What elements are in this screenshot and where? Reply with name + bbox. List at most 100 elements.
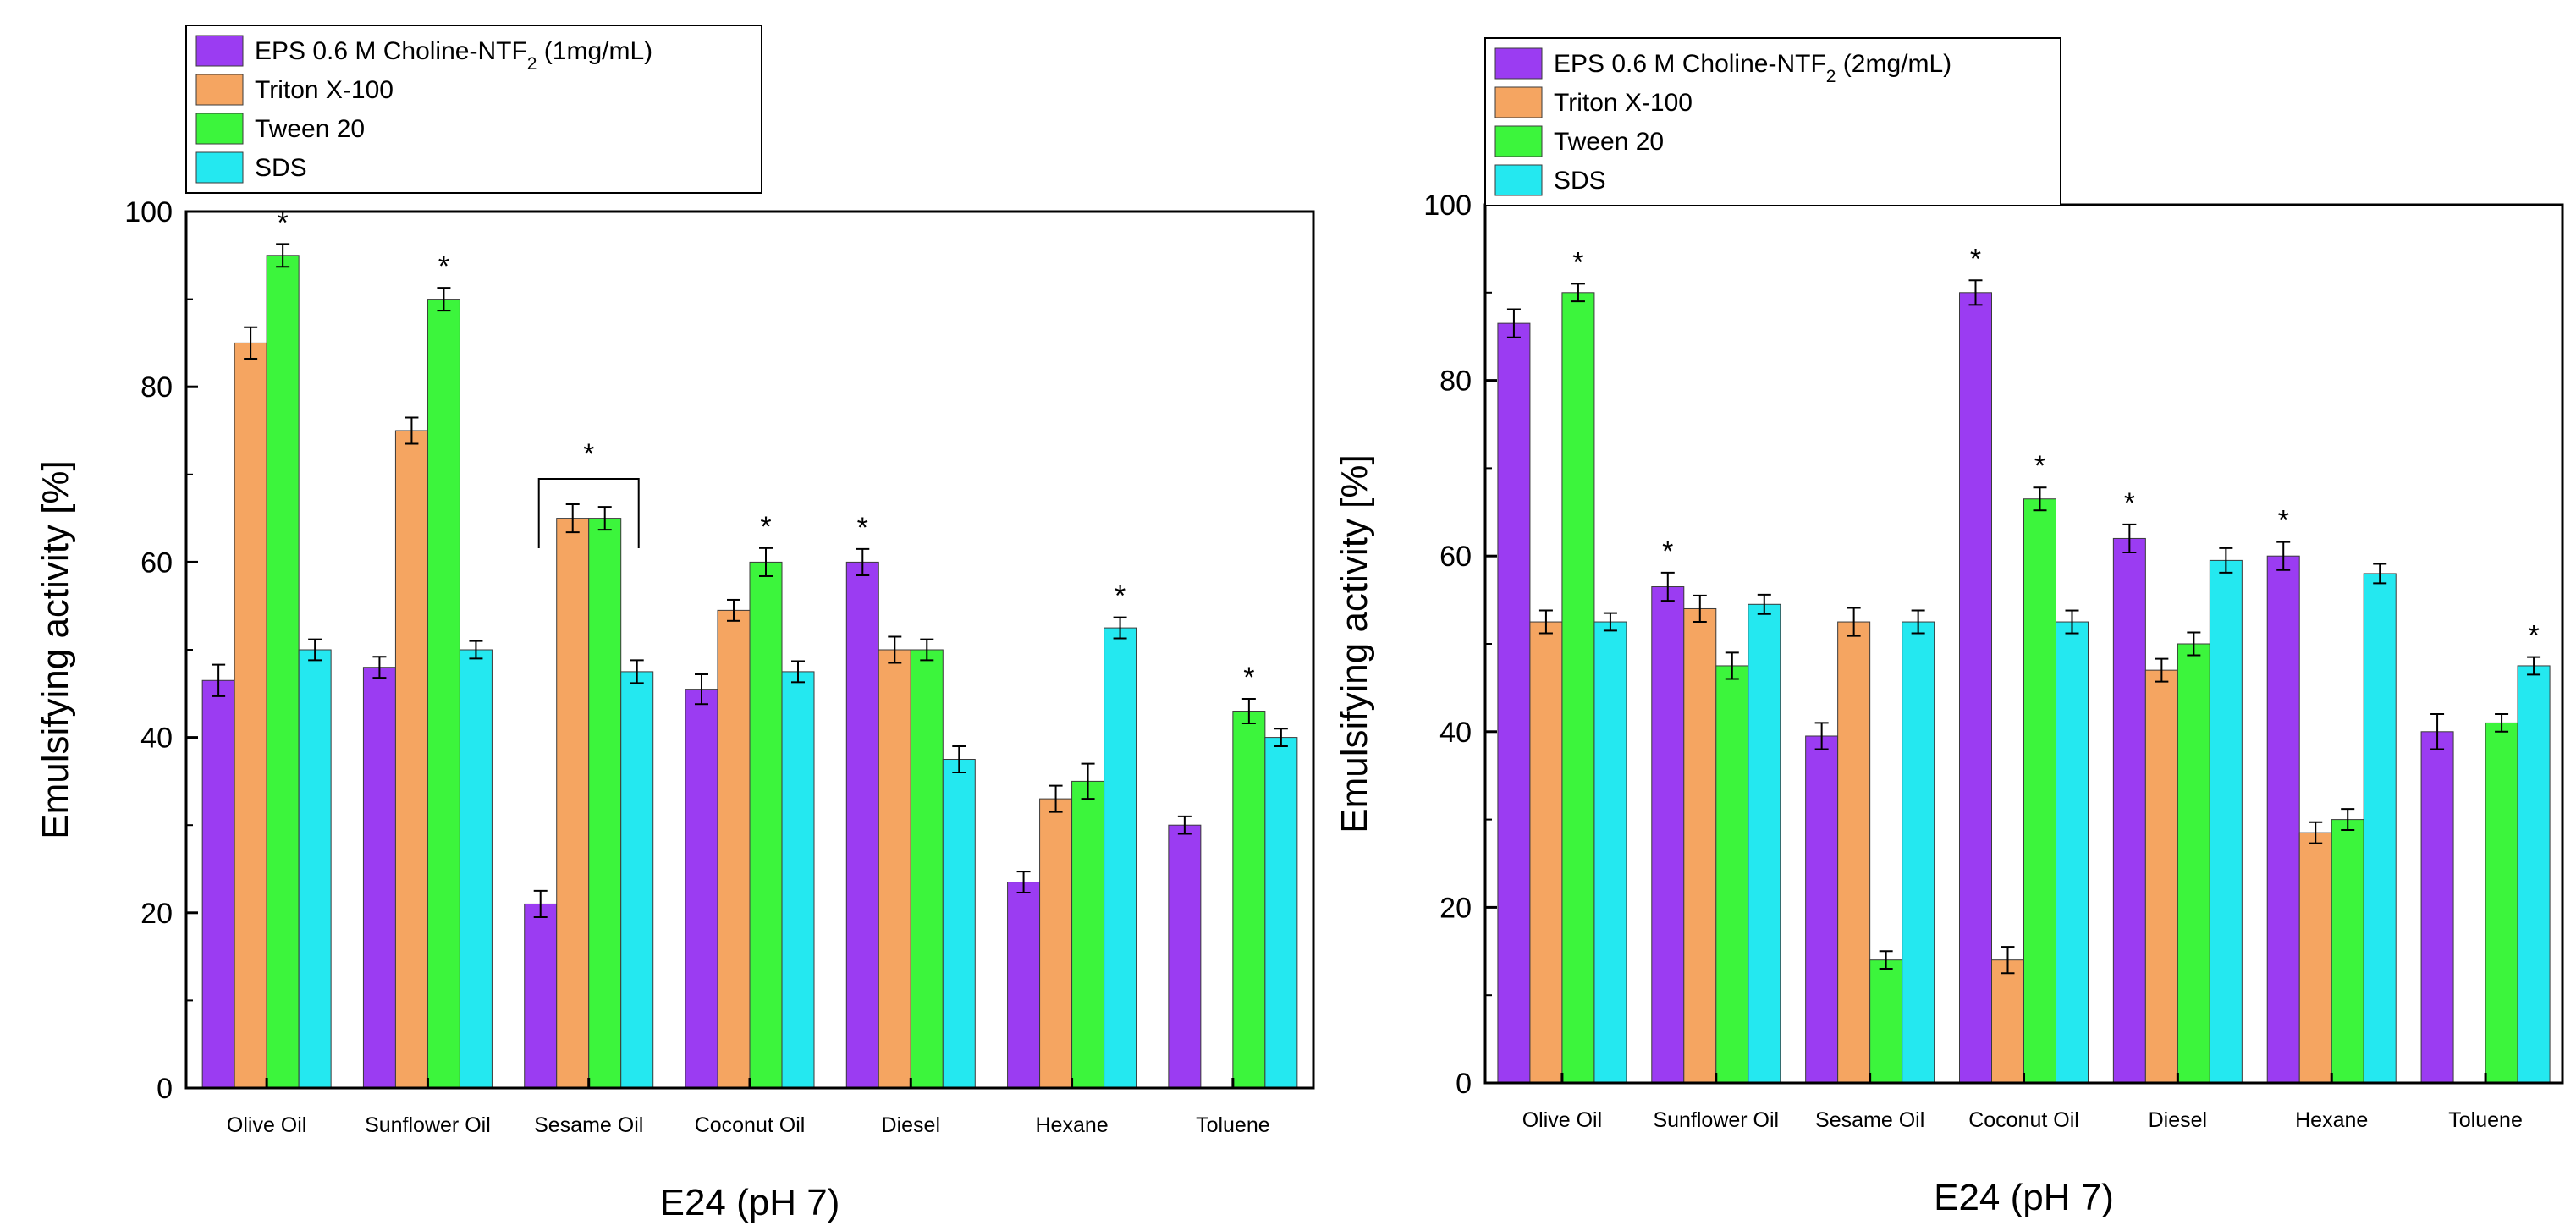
bar-sds-0	[1593, 621, 1627, 1084]
y-tick-label: 60	[1439, 541, 1472, 573]
significance-star: *	[857, 512, 868, 544]
bar-sds-6	[1264, 737, 1298, 1089]
legend-label-sds: SDS	[1554, 167, 1606, 195]
bar-triton-1	[394, 430, 428, 1089]
bar-sds-1	[1748, 603, 1781, 1084]
x-tick-label: Sunflower Oil	[1653, 1108, 1779, 1132]
legend-swatch-triton	[1494, 86, 1543, 118]
x-tick-label: Coconut Oil	[695, 1113, 806, 1137]
bar-tween-0	[266, 255, 300, 1089]
bar-eps-2	[1805, 735, 1839, 1084]
legend-label-eps: EPS 0.6 M Choline-NTF2 (1mg/mL)	[255, 37, 652, 74]
bar-tween-3	[2023, 498, 2056, 1084]
x-tick-label: Sesame Oil	[534, 1113, 643, 1137]
y-tick-label: 100	[124, 196, 173, 228]
legend-label-eps: EPS 0.6 M Choline-NTF2 (2mg/mL)	[1554, 50, 1951, 86]
bar-eps-4	[845, 561, 879, 1089]
bar-triton-2	[1837, 621, 1871, 1084]
y-tick-label: 0	[157, 1073, 173, 1105]
significance-star: *	[2124, 487, 2135, 519]
bar-tween-4	[910, 649, 944, 1089]
significance-bracket	[537, 478, 640, 549]
legend-swatch-tween	[1494, 125, 1543, 157]
legend-label-triton: Triton X-100	[1554, 89, 1693, 117]
bar-eps-6	[1168, 824, 1202, 1089]
x-tick-label: Toluene	[2448, 1108, 2523, 1132]
x-tick-label: Hexane	[1035, 1113, 1108, 1137]
bar-tween-5	[1071, 780, 1105, 1089]
significance-star: *	[2278, 505, 2289, 537]
bar-triton-0	[234, 342, 267, 1089]
x-axis-title: E24 (pH 7)	[1934, 1177, 2114, 1218]
y-tick-label: 40	[140, 723, 173, 755]
bar-sds-1	[459, 649, 493, 1089]
bar-eps-0	[201, 679, 235, 1089]
bar-triton-3	[717, 609, 751, 1089]
bar-sds-3	[2056, 621, 2089, 1084]
y-tick-label: 100	[1423, 190, 1472, 222]
legend-label-triton: Triton X-100	[255, 76, 394, 104]
y-axis-title: Emulsifying activity [%]	[35, 460, 76, 838]
bar-eps-4	[2112, 537, 2146, 1084]
y-tick-label: 80	[140, 371, 173, 404]
x-tick-label: Diesel	[882, 1113, 940, 1137]
x-tick-label: Hexane	[2295, 1108, 2368, 1132]
bar-eps-0	[1497, 322, 1531, 1084]
bar-tween-1	[1715, 665, 1749, 1084]
significance-star: *	[1243, 662, 1254, 694]
legend-label-tween: Tween 20	[1554, 128, 1664, 156]
bar-sds-4	[942, 759, 976, 1089]
chart-left: * * * * * * * 0 20 40 60 80 100 Olive Oil Sunflower Oi…	[35, 25, 1315, 1223]
bar-triton-5	[2298, 832, 2332, 1084]
significance-star: *	[2528, 620, 2539, 652]
bar-tween-6	[2485, 722, 2518, 1084]
x-tick-label: Sunflower Oil	[365, 1113, 491, 1137]
bar-tween-5	[2331, 819, 2364, 1084]
significance-star: *	[1662, 536, 1673, 568]
y-axis-title: Emulsifying activity [%]	[1334, 454, 1375, 833]
significance-star: *	[278, 206, 289, 239]
legend-label-tween: Tween 20	[255, 115, 365, 143]
bar-eps-1	[1651, 586, 1685, 1084]
chart-right: * * * * * * * 0 20 40 60 80 100 Olive Oil Sunflower Oi…	[1334, 37, 2564, 1218]
bar-eps-5	[1007, 882, 1041, 1089]
significance-star: *	[583, 438, 594, 470]
significance-star: *	[1572, 246, 1583, 278]
bar-tween-2	[588, 518, 622, 1089]
bar-triton-1	[1683, 607, 1717, 1084]
significance-star: *	[1970, 243, 1981, 275]
bar-sds-3	[781, 671, 815, 1089]
bar-tween-2	[1869, 959, 1903, 1084]
bar-sds-5	[2363, 573, 2397, 1084]
bar-eps-5	[2266, 555, 2300, 1084]
bar-sds-0	[298, 649, 332, 1089]
y-tick-label: 40	[1439, 717, 1472, 749]
x-tick-label: Olive Oil	[227, 1113, 306, 1137]
legend-swatch-eps	[195, 35, 244, 67]
significance-star: *	[438, 250, 449, 283]
legend-box	[185, 25, 762, 194]
bar-sds-4	[2209, 559, 2243, 1084]
bar-tween-0	[1561, 292, 1595, 1084]
significance-star: *	[760, 511, 771, 543]
y-tick-label: 20	[1439, 892, 1472, 924]
bar-tween-3	[749, 561, 783, 1089]
bar-eps-3	[1959, 292, 1992, 1084]
bar-triton-2	[556, 518, 590, 1089]
y-tick-label: 80	[1439, 365, 1472, 398]
significance-star: *	[2034, 450, 2045, 482]
legend-swatch-sds	[1494, 164, 1543, 196]
y-tick-label: 20	[140, 898, 173, 930]
bar-triton-0	[1529, 621, 1563, 1084]
bar-eps-3	[685, 689, 718, 1089]
legend-swatch-triton	[195, 74, 244, 106]
bar-triton-4	[878, 649, 911, 1089]
y-tick-label: 60	[140, 547, 173, 579]
bar-eps-6	[2420, 731, 2454, 1084]
legend-swatch-tween	[195, 113, 244, 145]
bar-sds-5	[1104, 627, 1137, 1089]
legend-label-sds: SDS	[255, 154, 307, 182]
bar-eps-2	[524, 903, 558, 1089]
bar-triton-3	[1991, 959, 2024, 1084]
